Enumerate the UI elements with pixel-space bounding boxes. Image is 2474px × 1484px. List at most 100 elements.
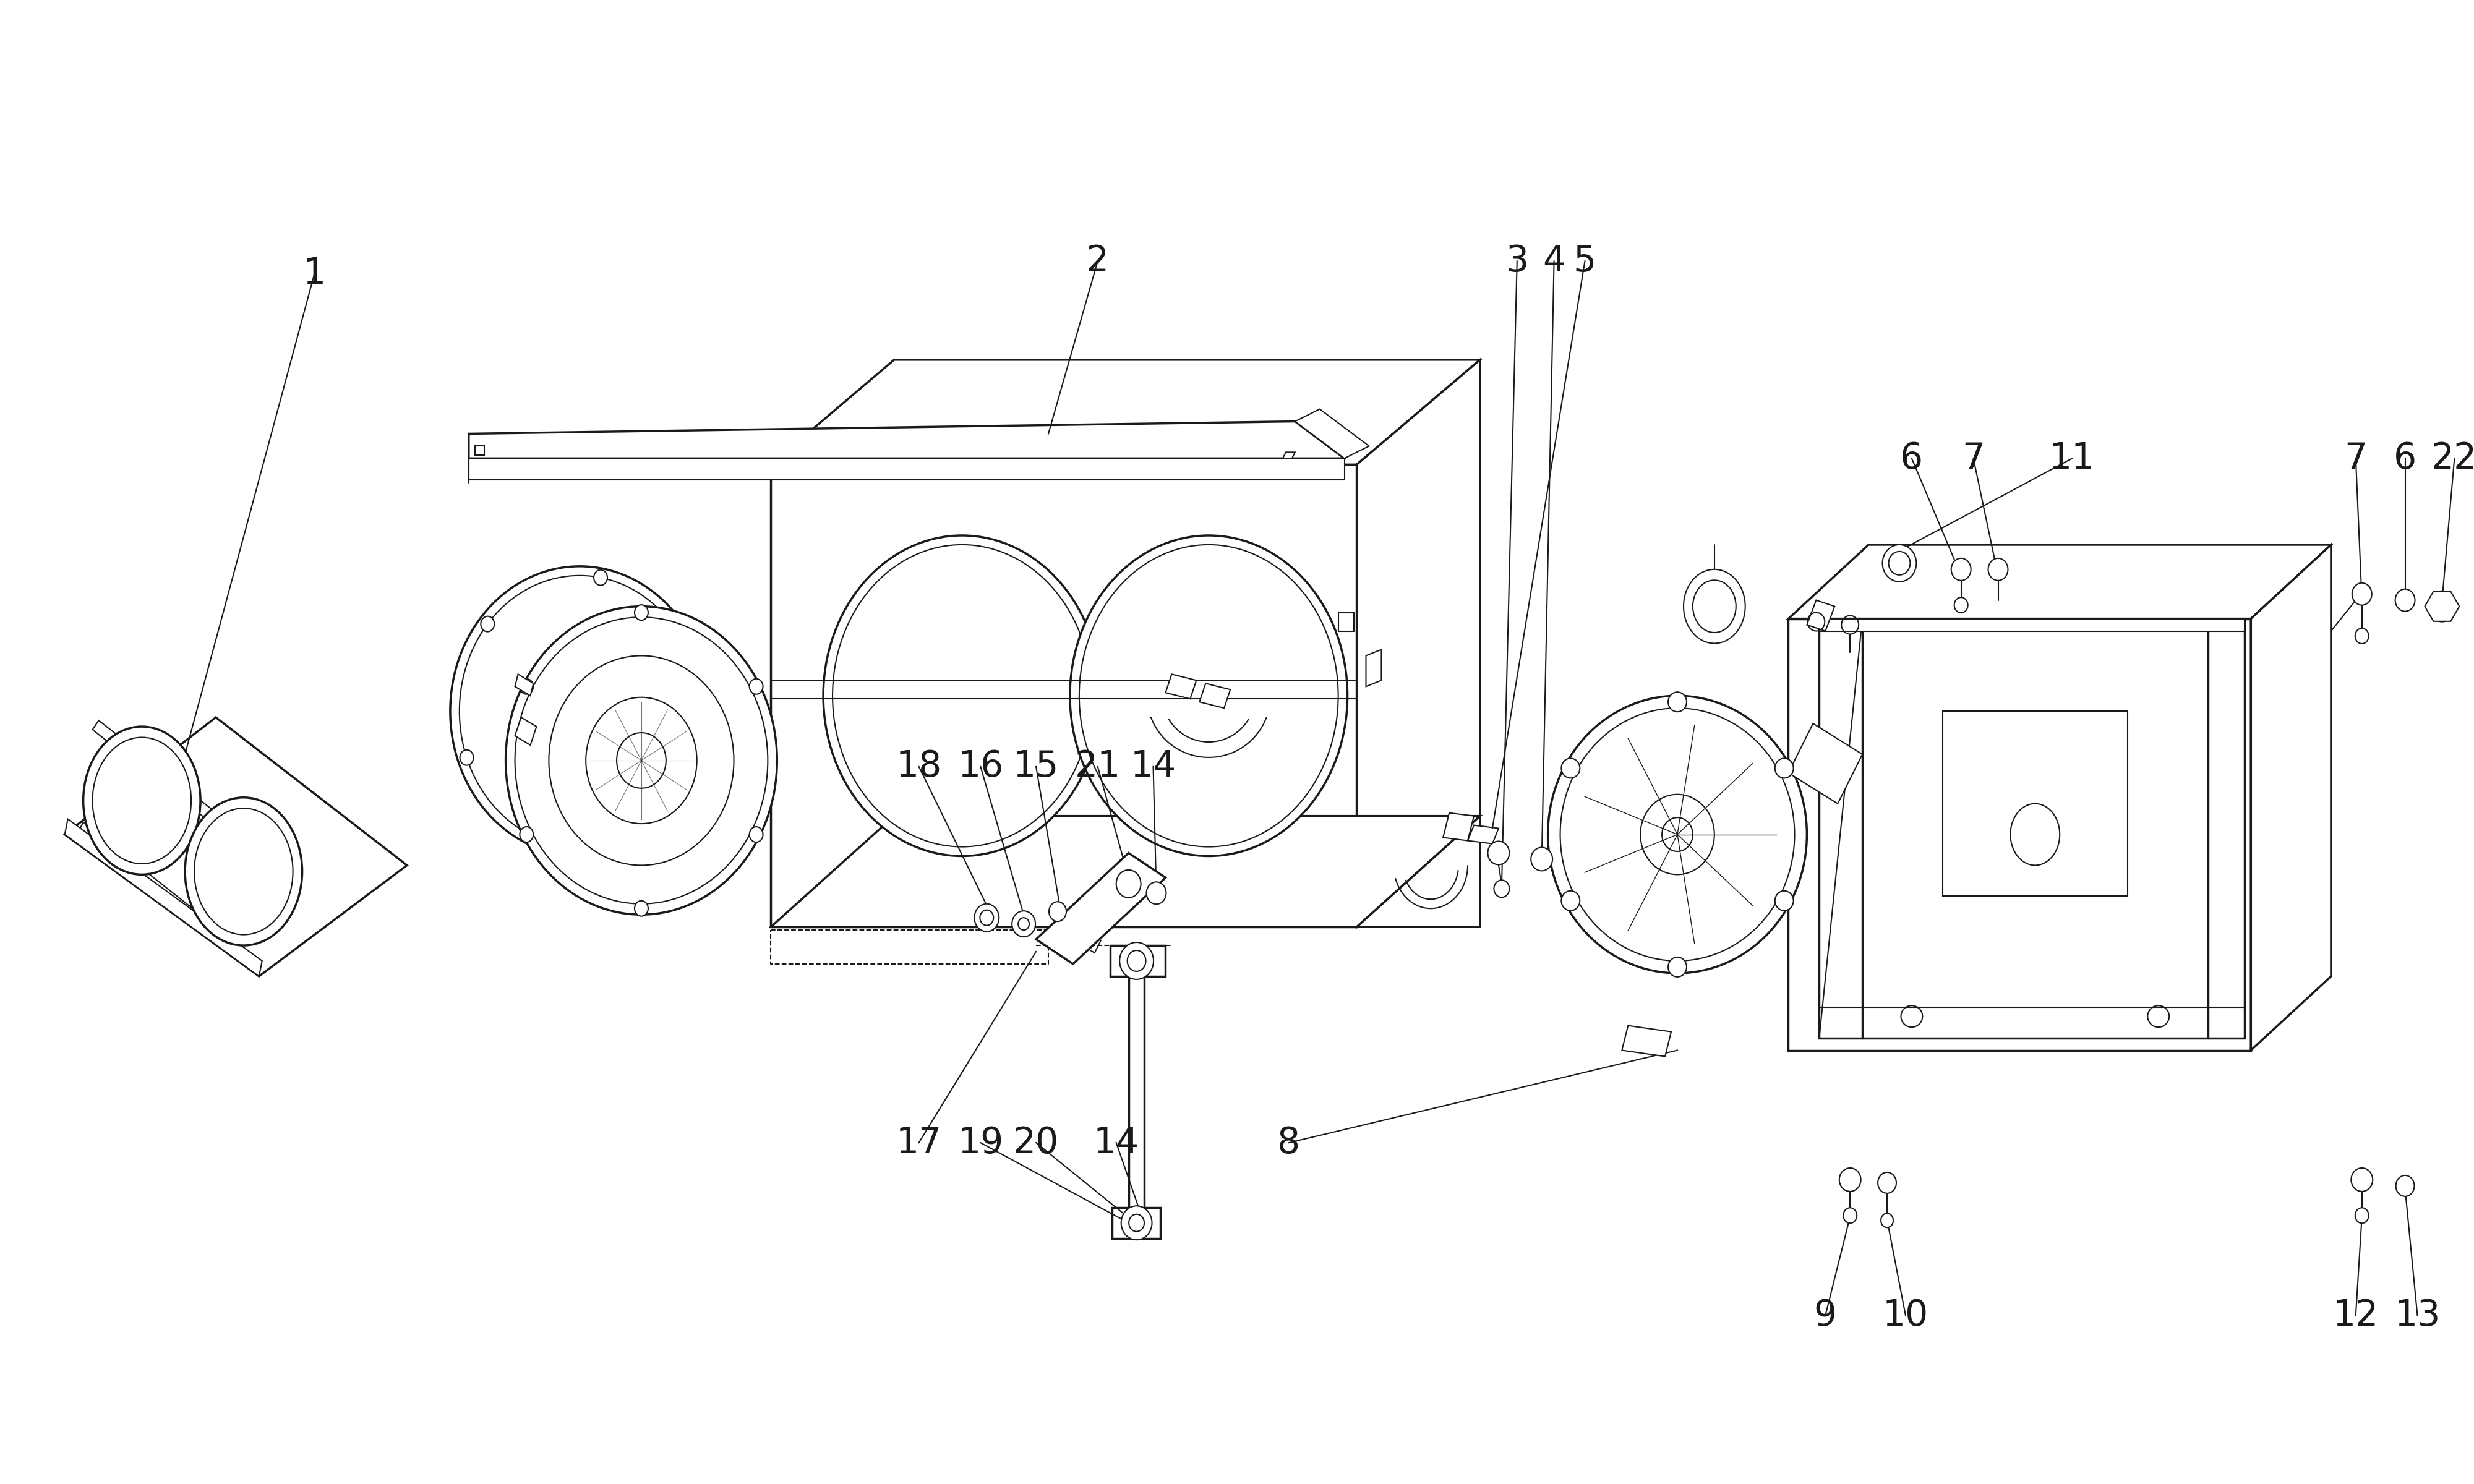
Ellipse shape xyxy=(666,791,678,806)
Ellipse shape xyxy=(1843,1208,1858,1223)
Ellipse shape xyxy=(186,797,302,945)
Polygon shape xyxy=(64,717,408,976)
Ellipse shape xyxy=(1667,692,1687,712)
Polygon shape xyxy=(1467,825,1499,844)
Polygon shape xyxy=(475,447,485,456)
Ellipse shape xyxy=(2395,1175,2415,1196)
Ellipse shape xyxy=(633,605,648,620)
Ellipse shape xyxy=(552,837,567,852)
Ellipse shape xyxy=(2011,804,2061,865)
Ellipse shape xyxy=(633,901,648,916)
Ellipse shape xyxy=(480,616,495,632)
Text: 6: 6 xyxy=(1900,441,1922,476)
Text: 4: 4 xyxy=(1544,243,1566,279)
Ellipse shape xyxy=(1561,890,1581,911)
Polygon shape xyxy=(515,717,537,745)
Ellipse shape xyxy=(571,806,589,827)
Ellipse shape xyxy=(1954,598,1967,613)
Ellipse shape xyxy=(1069,536,1348,856)
Text: 22: 22 xyxy=(2432,441,2474,476)
Polygon shape xyxy=(772,464,1356,927)
Text: 8: 8 xyxy=(1277,1125,1301,1160)
Ellipse shape xyxy=(750,827,762,843)
Ellipse shape xyxy=(450,567,710,856)
Text: 11: 11 xyxy=(2048,441,2095,476)
Polygon shape xyxy=(92,819,111,840)
Ellipse shape xyxy=(2353,583,2373,605)
Ellipse shape xyxy=(460,576,700,847)
Text: 17: 17 xyxy=(896,1125,943,1160)
Ellipse shape xyxy=(594,570,606,585)
Text: 21: 21 xyxy=(1074,749,1121,784)
Text: 14: 14 xyxy=(1094,1125,1138,1160)
Polygon shape xyxy=(1111,1208,1160,1238)
Polygon shape xyxy=(1037,853,1165,965)
Text: 18: 18 xyxy=(896,749,943,784)
Ellipse shape xyxy=(520,678,534,695)
Polygon shape xyxy=(468,421,1343,459)
Ellipse shape xyxy=(685,657,700,672)
Polygon shape xyxy=(1356,816,1479,927)
Polygon shape xyxy=(1789,545,2331,619)
Ellipse shape xyxy=(1952,558,1972,580)
Text: 14: 14 xyxy=(1131,749,1175,784)
Ellipse shape xyxy=(567,697,591,726)
Polygon shape xyxy=(79,822,260,968)
Ellipse shape xyxy=(1145,881,1165,904)
Text: 20: 20 xyxy=(1012,1125,1059,1160)
Ellipse shape xyxy=(975,904,999,932)
Polygon shape xyxy=(2251,545,2331,1051)
Text: 7: 7 xyxy=(2345,441,2368,476)
Text: 12: 12 xyxy=(2333,1297,2378,1333)
Ellipse shape xyxy=(2355,1208,2368,1223)
Ellipse shape xyxy=(1128,1214,1145,1232)
Polygon shape xyxy=(92,720,272,865)
Ellipse shape xyxy=(1682,570,1744,644)
Polygon shape xyxy=(1081,933,1101,953)
Text: 7: 7 xyxy=(1962,441,1984,476)
Ellipse shape xyxy=(2395,589,2415,611)
Ellipse shape xyxy=(1774,890,1794,911)
Ellipse shape xyxy=(1494,880,1509,898)
Ellipse shape xyxy=(2427,591,2457,622)
Polygon shape xyxy=(1165,674,1197,699)
Ellipse shape xyxy=(1121,942,1153,979)
Polygon shape xyxy=(1623,1025,1672,1057)
Ellipse shape xyxy=(520,827,534,843)
Polygon shape xyxy=(2425,592,2459,622)
Text: 6: 6 xyxy=(2395,441,2417,476)
Ellipse shape xyxy=(1883,545,1917,582)
Polygon shape xyxy=(186,880,203,896)
Ellipse shape xyxy=(750,678,762,695)
Ellipse shape xyxy=(1121,1206,1153,1239)
Text: 10: 10 xyxy=(1883,1297,1930,1333)
Text: 15: 15 xyxy=(1012,749,1059,784)
Ellipse shape xyxy=(824,536,1101,856)
Polygon shape xyxy=(1942,711,2128,896)
Polygon shape xyxy=(64,819,262,976)
Text: 9: 9 xyxy=(1813,1297,1836,1333)
Polygon shape xyxy=(1338,613,1353,631)
Ellipse shape xyxy=(1531,847,1554,871)
Polygon shape xyxy=(1818,619,2244,631)
Ellipse shape xyxy=(1116,870,1141,898)
Ellipse shape xyxy=(1880,1214,1893,1227)
Ellipse shape xyxy=(2355,628,2368,644)
Text: 2: 2 xyxy=(1086,243,1108,279)
Ellipse shape xyxy=(1774,758,1794,778)
Polygon shape xyxy=(1366,650,1380,687)
Ellipse shape xyxy=(2350,1168,2373,1192)
Ellipse shape xyxy=(1549,696,1806,974)
Ellipse shape xyxy=(1838,1168,1860,1192)
Ellipse shape xyxy=(1049,902,1066,922)
Polygon shape xyxy=(1789,619,2251,1051)
Ellipse shape xyxy=(1989,558,2009,580)
Ellipse shape xyxy=(1487,841,1509,865)
Ellipse shape xyxy=(554,684,604,739)
Ellipse shape xyxy=(460,749,473,766)
Ellipse shape xyxy=(1012,911,1037,936)
Polygon shape xyxy=(1789,724,1863,804)
Polygon shape xyxy=(515,674,534,696)
Polygon shape xyxy=(1111,945,1165,976)
Text: 19: 19 xyxy=(957,1125,1004,1160)
